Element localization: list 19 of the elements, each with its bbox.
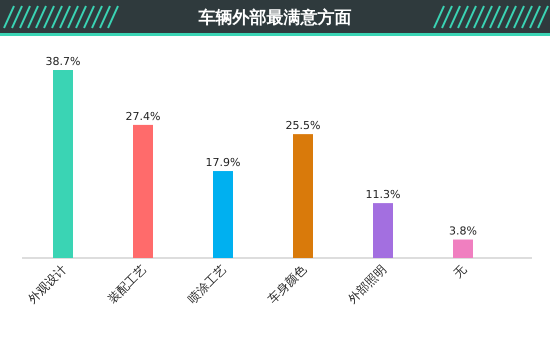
bar (213, 171, 233, 258)
x-tick-label: 外部照明 (345, 262, 390, 306)
x-tick-label: 外观设计 (25, 262, 70, 306)
data-label: 38.7% (46, 55, 80, 68)
bar (373, 203, 393, 258)
data-label: 25.5% (286, 119, 320, 132)
bar (53, 70, 73, 258)
data-label: 27.4% (126, 110, 160, 123)
x-tick-label: 车身颜色 (265, 262, 310, 306)
bar (133, 124, 153, 258)
x-tick-label: 装配工艺 (105, 262, 150, 306)
x-tick-label: 喷涂工艺 (185, 262, 230, 306)
bar (453, 240, 473, 258)
x-tick-label: 无 (450, 262, 470, 281)
data-label: 11.3% (366, 188, 400, 202)
data-label: 17.9% (206, 156, 240, 170)
chart-title: 车辆外部最满意方面 (198, 8, 352, 28)
data-label: 3.8% (449, 224, 477, 238)
bar (293, 134, 313, 258)
